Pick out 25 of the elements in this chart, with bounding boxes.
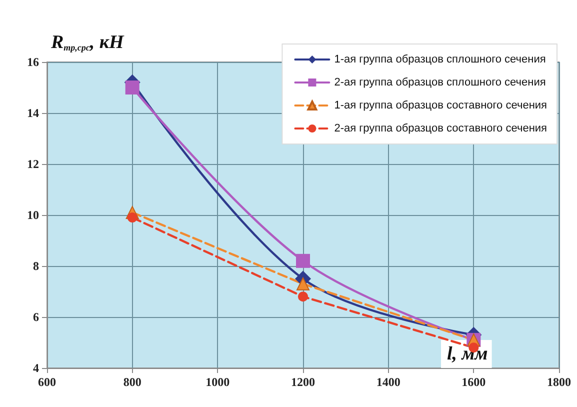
- point: [127, 212, 138, 223]
- x-tick-label: 1800: [547, 375, 571, 389]
- x-tick-label: 600: [38, 375, 56, 389]
- point: [296, 277, 310, 290]
- y-tick-label: 10: [27, 208, 39, 222]
- y-tick-label: 4: [33, 361, 39, 375]
- point: [125, 80, 140, 94]
- legend-label: 2-ая группа образцов сплошного сечения: [334, 76, 546, 88]
- y-tick-label: 14: [27, 106, 39, 120]
- legend-label: 1-ая группа образцов сплошного сечения: [334, 54, 546, 66]
- x-axis-title: l, мм: [447, 344, 488, 364]
- y-tick-label: 8: [33, 259, 39, 273]
- x-tick-label: 1000: [206, 375, 230, 389]
- legend-label: 2-ая группа образцов составного сечения: [334, 122, 548, 134]
- y-axis-title: Rтр,срс, кН: [50, 32, 126, 53]
- x-tick-label: 1600: [462, 375, 486, 389]
- legend-label: 1-ая группа образцов составного сечения: [334, 100, 548, 112]
- x-tick-label: 1200: [291, 375, 315, 389]
- y-tick-label: 12: [27, 157, 39, 171]
- y-tick-label: 6: [33, 310, 39, 324]
- x-tick-label: 800: [123, 375, 142, 389]
- point: [298, 292, 308, 302]
- point: [296, 254, 310, 268]
- y-tick-label: 16: [27, 55, 39, 69]
- x-tick-label: 1400: [376, 375, 400, 389]
